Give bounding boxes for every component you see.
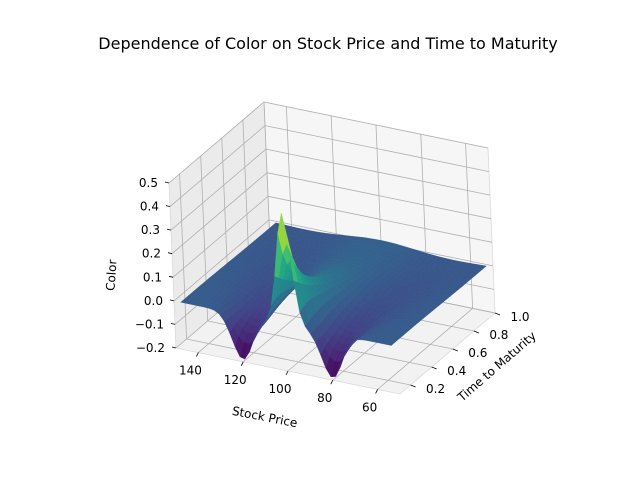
z-grid-line-back [266, 172, 492, 220]
surface-mesh [180, 212, 487, 377]
x-tick-mark [240, 361, 244, 366]
y-tick-label: 0.4 [447, 364, 466, 378]
x-tick-label: 60 [362, 400, 377, 414]
y-grid-line-floor [186, 338, 411, 386]
z-tick-label: 0.4 [140, 200, 159, 214]
chart-title: Dependence of Color on Stock Price and T… [98, 34, 557, 53]
y-tick-mark [431, 366, 437, 370]
z-tick-label: 0.3 [141, 223, 160, 237]
x-tick-mark [196, 352, 199, 357]
z-tick-mark [164, 181, 170, 184]
z-tick-mark [170, 323, 176, 325]
z-tick-mark [167, 252, 173, 255]
y-tick-label: 0.6 [468, 346, 487, 360]
x-tick-label: 80 [317, 391, 332, 405]
z-grid-line-back [267, 195, 493, 243]
y-tick-mark [494, 312, 501, 316]
y-tick-mark [410, 384, 416, 388]
z-tick-label: 0.5 [139, 176, 158, 190]
x-grid-line-floor [377, 308, 473, 390]
surface-patch [180, 298, 190, 304]
z-axis-label: Color [103, 259, 119, 291]
z-tick-label: −0.1 [135, 317, 164, 331]
z-tick-label: 0.1 [143, 270, 162, 284]
x-tick-label: 140 [179, 364, 202, 378]
y-tick-mark [473, 330, 480, 334]
z-grid-line-side [169, 125, 266, 207]
z-tick-label: 0.0 [144, 294, 163, 308]
y-tick-label: 0.2 [426, 382, 445, 396]
x-tick-mark [285, 370, 289, 376]
y-tick-mark [452, 348, 458, 352]
z-grid-line-side [173, 219, 270, 302]
x-axis-label: Stock Price [231, 404, 299, 430]
z-grid-line-back [263, 101, 489, 149]
z-grid-line-back [264, 125, 490, 172]
z-tick-mark [168, 275, 174, 278]
z-grid-line-side [172, 195, 269, 278]
x-tick-label: 100 [269, 382, 292, 396]
y-grid-line-side [179, 173, 187, 340]
z-tick-mark [169, 299, 175, 302]
z-grid-line-back [265, 148, 491, 196]
x-tick-label: 120 [224, 373, 247, 387]
z-grid-line-side [170, 148, 267, 231]
y-tick-label: 0.8 [489, 328, 508, 342]
z-tick-mark [165, 205, 171, 207]
x-tick-mark [375, 389, 378, 394]
z-tick-mark [166, 228, 172, 231]
tick-marks [164, 181, 501, 394]
x-tick-mark [330, 380, 334, 385]
z-tick-mark [171, 346, 177, 349]
z-tick-label: 0.2 [142, 247, 161, 261]
z-grid-line-side [171, 172, 268, 255]
x-grid-line-back [465, 143, 473, 309]
y-tick-label: 1.0 [510, 310, 529, 324]
tick-labels: 14012010080600.20.40.60.81.00.50.40.30.2… [135, 176, 530, 414]
z-tick-label: −0.2 [136, 341, 165, 355]
z-grid-line-side [168, 101, 265, 184]
